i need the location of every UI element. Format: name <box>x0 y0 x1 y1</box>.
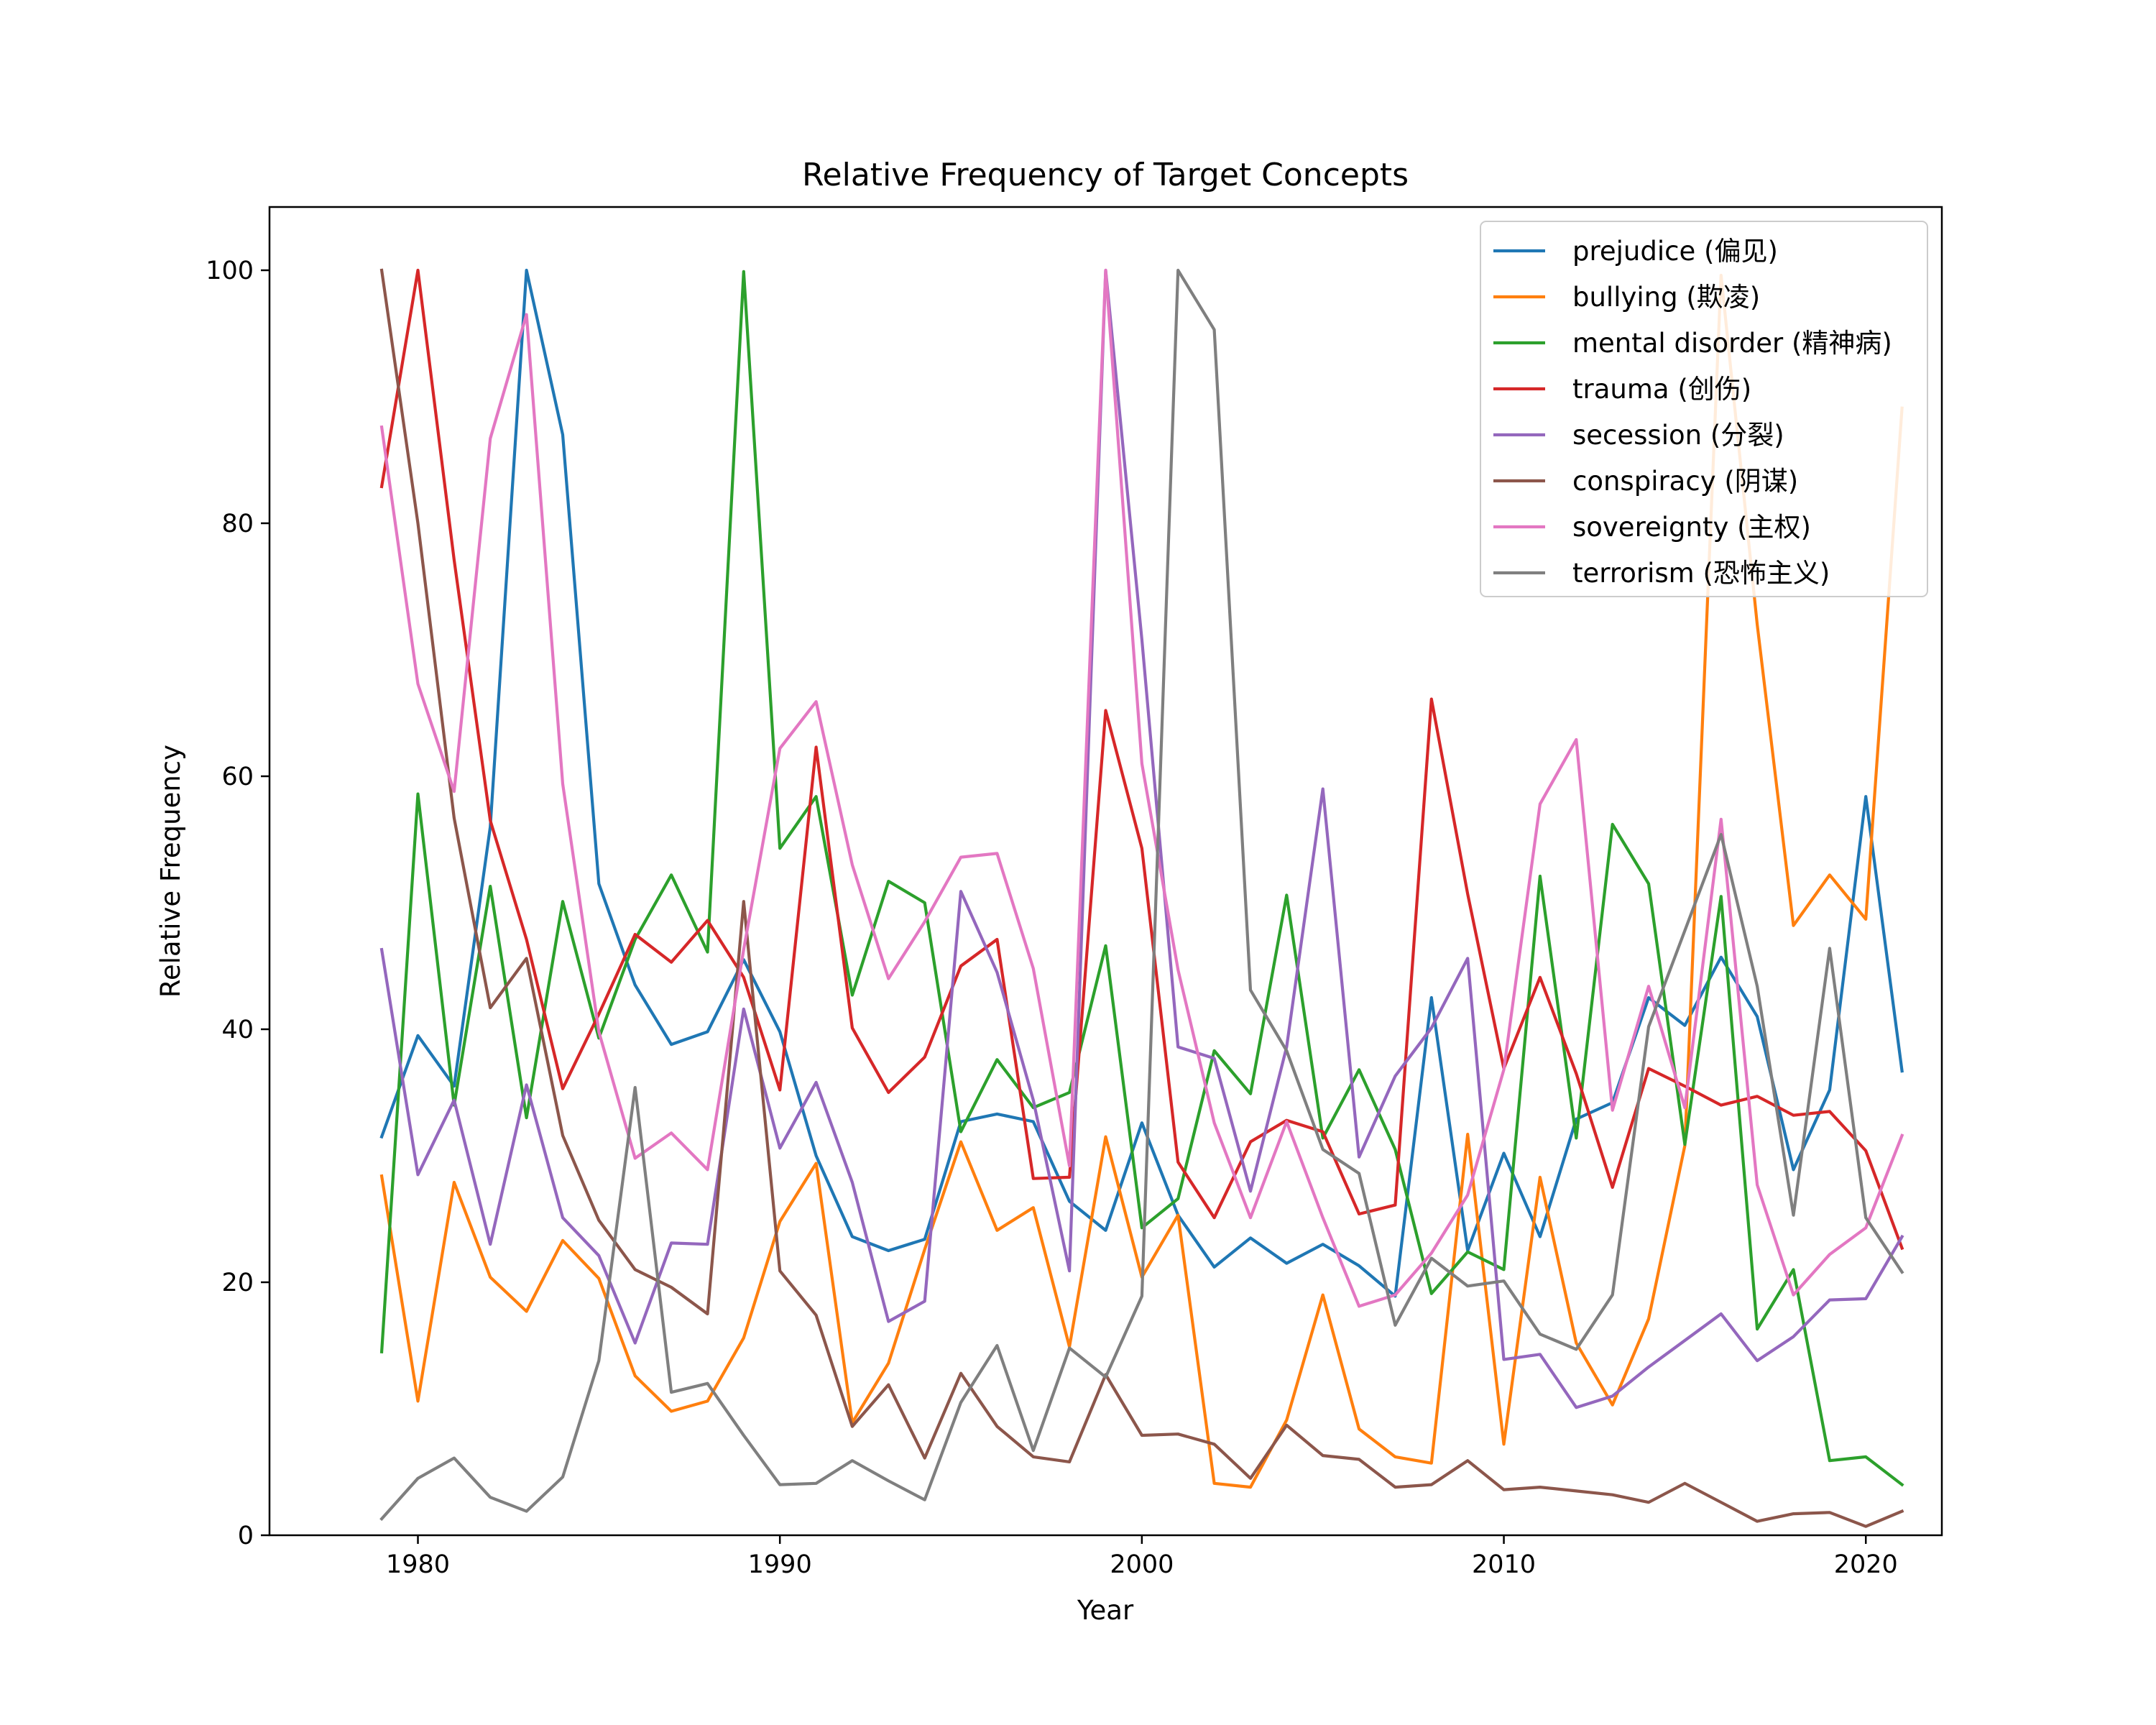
chart-title: Relative Frequency of Target Concepts <box>802 157 1409 193</box>
x-axis-ticks: 1980 1990 2000 2010 2020 <box>386 1535 1898 1579</box>
y-tick-label: 20 <box>221 1269 254 1297</box>
x-axis-label: Year <box>1077 1595 1134 1626</box>
series-line-4 <box>379 268 1904 1409</box>
x-tick-label: 2000 <box>1110 1550 1174 1579</box>
y-tick-label: 80 <box>221 510 254 538</box>
y-axis-ticks: 0 20 40 60 80 100 <box>206 257 270 1550</box>
series-line-6 <box>379 268 1904 1308</box>
legend-label-0: prejudice (偏见) <box>1572 236 1778 267</box>
legend-label-3: trauma (创伤) <box>1572 374 1751 405</box>
legend-label-7: terrorism (恐怖主义) <box>1572 558 1830 589</box>
series-line-7 <box>379 268 1904 1522</box>
series-line-2 <box>379 270 1904 1487</box>
legend-box <box>1480 221 1928 597</box>
x-tick-label: 2020 <box>1834 1550 1898 1579</box>
y-tick-label: 60 <box>221 763 254 791</box>
series-line-3 <box>379 268 1904 1251</box>
series-line-0 <box>379 268 1904 1298</box>
legend-label-4: secession (分裂) <box>1572 420 1784 451</box>
series-lines <box>379 268 1904 1528</box>
legend-label-5: conspiracy (阴谋) <box>1572 466 1798 497</box>
x-tick-label: 1980 <box>386 1550 450 1579</box>
x-tick-label: 2010 <box>1472 1550 1536 1579</box>
x-tick-label: 1990 <box>748 1550 812 1579</box>
y-tick-label: 100 <box>206 257 254 285</box>
legend-label-6: sovereignty (主权) <box>1572 512 1811 543</box>
legend: prejudice (偏见) bullying (欺凌) mental disord… <box>1480 221 1928 597</box>
y-tick-label: 40 <box>221 1016 254 1044</box>
plot-frame <box>268 206 1943 1537</box>
y-axis-label: Relative Frequency <box>155 745 186 998</box>
series-line-5 <box>379 268 1904 1528</box>
y-tick-label: 0 <box>238 1522 254 1550</box>
legend-label-1: bullying (欺凌) <box>1572 282 1760 313</box>
legend-label-2: mental disorder (精神病) <box>1572 328 1892 359</box>
